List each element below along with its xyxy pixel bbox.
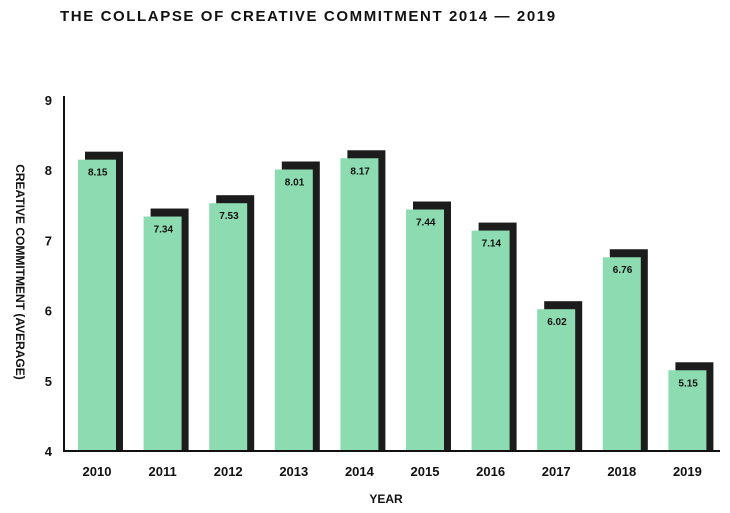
value-label: 7.14 — [482, 239, 502, 250]
x-tick-label: 2018 — [607, 464, 636, 479]
y-tick-label: 5 — [45, 374, 52, 389]
x-tick-label: 2014 — [345, 464, 375, 479]
value-label: 8.15 — [88, 168, 108, 179]
y-tick-label: 6 — [45, 304, 52, 319]
bar-2011 — [143, 216, 182, 451]
value-label: 6.02 — [547, 317, 567, 328]
x-tick-label: 2017 — [542, 464, 571, 479]
bar-2015 — [406, 209, 444, 451]
bars-layer — [78, 150, 714, 452]
value-label: 6.76 — [613, 265, 633, 276]
x-tick-label: 2015 — [411, 464, 440, 479]
x-tick-label: 2019 — [673, 464, 702, 479]
bar-2019 — [668, 370, 707, 451]
bar-2016 — [471, 230, 510, 451]
bar-2014 — [340, 158, 379, 452]
y-axis-title: CREATIVE COMMITMENT (AVERAGE) — [13, 164, 27, 380]
x-tick-label: 2012 — [214, 464, 243, 479]
value-label: 8.01 — [285, 177, 305, 188]
bar-2010 — [78, 159, 116, 452]
x-axis-title: YEAR — [369, 492, 403, 506]
bar-2017 — [537, 309, 576, 451]
value-label: 5.15 — [678, 378, 698, 389]
value-label: 7.44 — [416, 218, 436, 229]
bar-2013 — [274, 169, 313, 452]
bar-2018 — [602, 257, 641, 451]
x-tick-label: 2011 — [148, 464, 176, 479]
value-label: 7.53 — [219, 211, 239, 222]
y-tick-label: 7 — [45, 233, 52, 248]
chart-title: THE COLLAPSE OF CREATIVE COMMITMENT 2014… — [60, 8, 557, 25]
y-tick-label: 9 — [45, 93, 52, 108]
value-label: 8.17 — [350, 166, 370, 177]
x-tick-label: 2010 — [83, 464, 112, 479]
x-tick-label: 2016 — [476, 464, 505, 479]
bar-2012 — [209, 203, 248, 451]
x-tick-label: 2013 — [279, 464, 308, 479]
y-tick-label: 4 — [45, 444, 53, 459]
labels-layer: 8.15 2010 7.34 2011 7.53 2012 8.01 2013 8.17 2014… — [45, 93, 702, 479]
y-tick-label: 8 — [45, 163, 52, 178]
axis-layer — [63, 96, 720, 452]
value-label: 7.34 — [154, 225, 174, 236]
